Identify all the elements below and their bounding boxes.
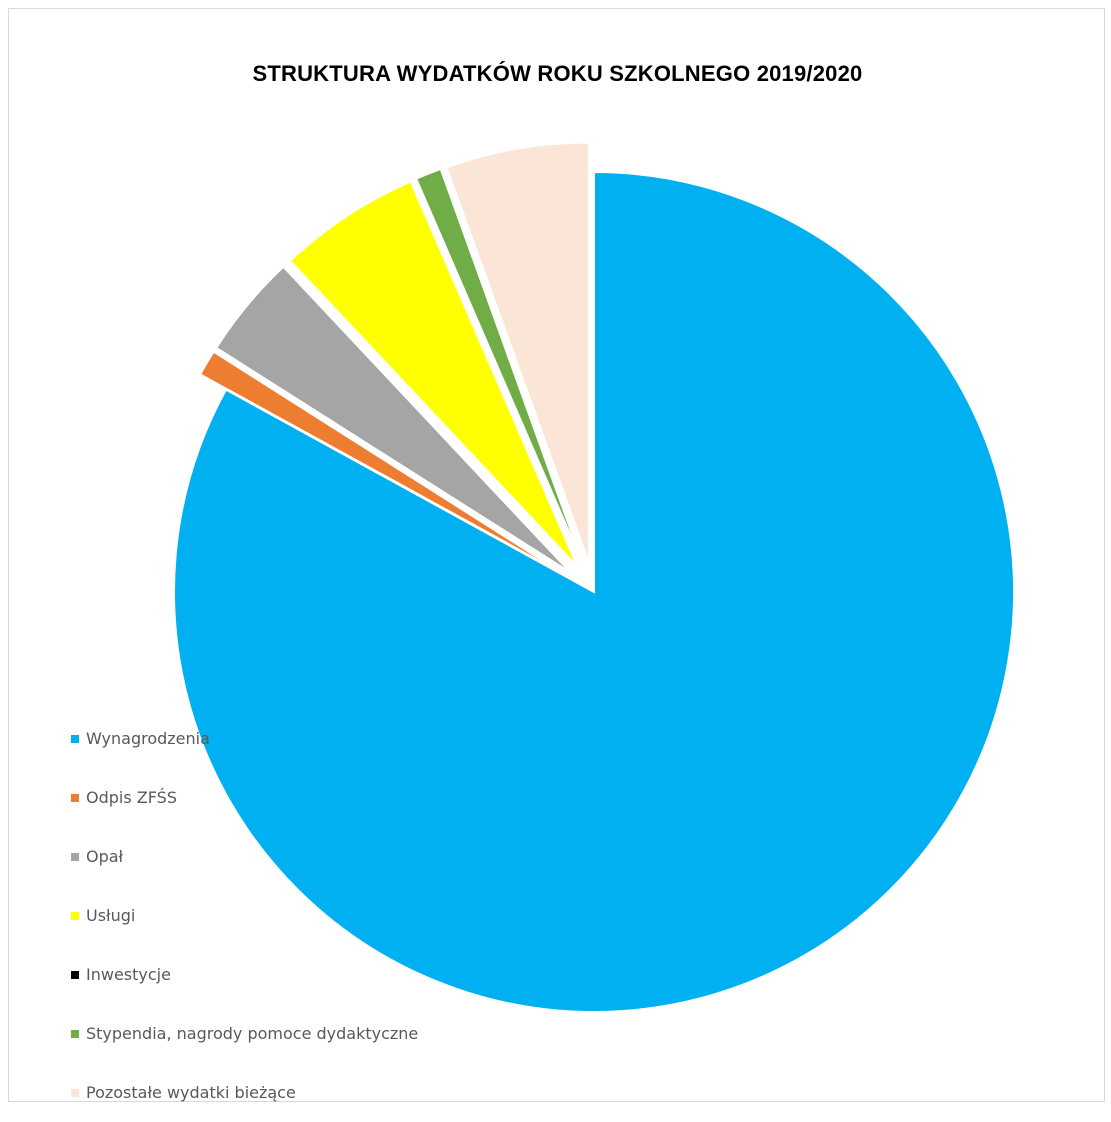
pie-slice-5	[414, 167, 584, 565]
legend-item: Stypendia, nagrody pomoce dydaktyczne	[71, 1004, 418, 1063]
legend-label: Wynagrodzenia	[86, 729, 210, 748]
legend-swatch	[71, 734, 79, 743]
legend-label: Opał	[86, 847, 124, 866]
legend-label: Usługi	[86, 906, 136, 925]
chart-title: STRUKTURA WYDATKÓW ROKU SZKOLNEGO 2019/2…	[252, 61, 863, 86]
legend-swatch	[71, 1029, 79, 1038]
legend-swatch	[71, 852, 79, 861]
pie-chart	[173, 141, 1015, 1013]
legend-item: Usługi	[71, 886, 418, 945]
legend-item: Odpis ZFŚS	[71, 768, 418, 827]
legend-item: Pozostałe wydatki bieżące	[71, 1063, 418, 1122]
pie-slice-1	[198, 350, 569, 578]
legend-label: Inwestycje	[86, 965, 171, 984]
chart-frame: STRUKTURA WYDATKÓW ROKU SZKOLNEGO 2019/2…	[8, 8, 1105, 1102]
pie-slice-6	[445, 141, 590, 563]
legend-label: Stypendia, nagrody pomoce dydaktyczne	[86, 1024, 419, 1043]
legend-swatch	[71, 793, 79, 802]
legend-swatch	[71, 911, 79, 920]
pie-slice-3	[288, 180, 579, 568]
pie-slice-0	[173, 170, 1015, 1013]
legend-swatch	[71, 970, 79, 979]
legend-item: Wynagrodzenia	[71, 709, 418, 768]
legend-swatch	[71, 1088, 79, 1097]
legend-item: Opał	[71, 827, 418, 886]
legend-label: Pozostałe wydatki bieżące	[86, 1083, 296, 1102]
legend-label: Odpis ZFŚS	[86, 788, 177, 807]
legend-item: Inwestycje	[71, 945, 418, 1004]
chart-legend: Wynagrodzenia Odpis ZFŚS Opał Usługi Inwesty…	[71, 709, 418, 1122]
pie-slice-2	[214, 265, 572, 574]
